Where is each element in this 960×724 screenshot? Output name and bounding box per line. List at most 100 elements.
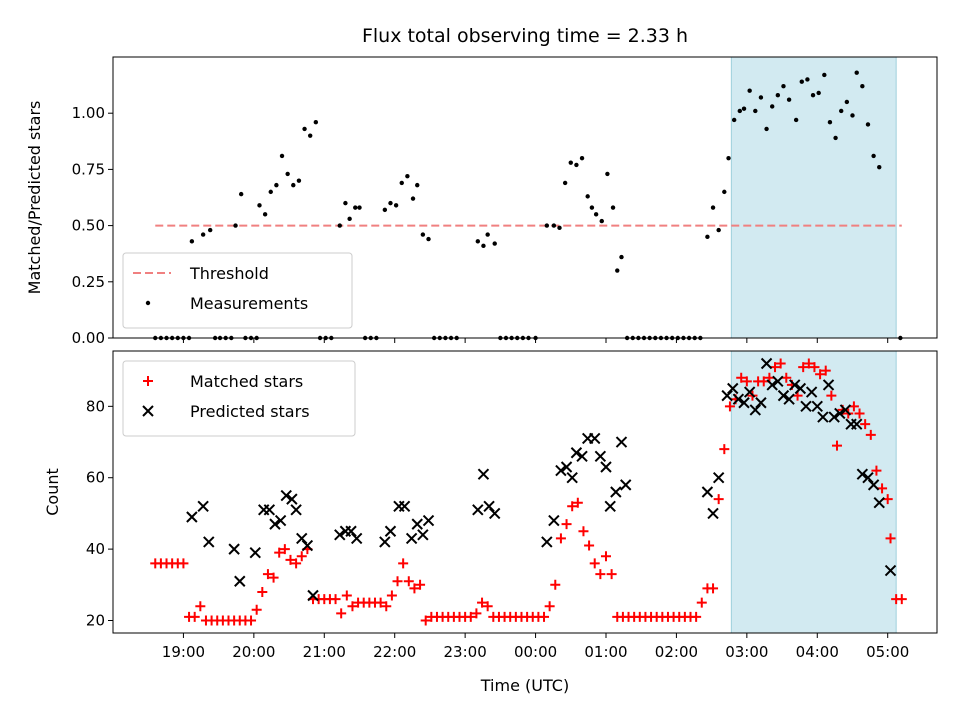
data-point: [557, 225, 562, 231]
data-point: [854, 408, 865, 419]
data-point: [606, 569, 617, 580]
data-point: [296, 178, 302, 183]
data-point: [251, 604, 262, 615]
data-point: [758, 376, 769, 387]
series-predicted-stars: [186, 357, 897, 602]
observing-window-shading: [730, 350, 897, 634]
data-point: [758, 95, 764, 100]
legend-marker: [145, 300, 151, 306]
x-tick-label: 01:00: [584, 643, 627, 661]
data-point: [471, 608, 482, 619]
data-point: [599, 218, 604, 224]
data-point: [420, 232, 426, 237]
data-point: [379, 536, 391, 548]
data-point: [403, 576, 414, 587]
data-point: [485, 232, 490, 237]
data-point: [357, 205, 362, 210]
y-axis-label: Matched/Predicted stars: [25, 101, 44, 295]
data-point: [705, 234, 710, 240]
data-point: [865, 429, 876, 440]
data-point: [417, 529, 429, 541]
data-point: [568, 160, 573, 165]
data-point: [775, 358, 786, 369]
data-point: [827, 119, 833, 125]
data-point: [567, 501, 578, 512]
data-point: [541, 536, 553, 548]
data-point: [285, 171, 290, 177]
data-point: [422, 514, 435, 527]
data-point: [386, 590, 397, 601]
data-point: [350, 532, 363, 545]
data-point: [749, 404, 762, 416]
series-measurements: [153, 70, 903, 341]
data-point: [736, 372, 747, 383]
data-point: [475, 239, 481, 244]
data-point: [724, 401, 735, 412]
data-point: [489, 507, 501, 520]
data-point: [867, 479, 880, 491]
data-point: [822, 72, 827, 78]
legend-label: Threshold: [189, 264, 269, 283]
data-point: [710, 205, 716, 210]
data-point: [793, 117, 799, 123]
data-point: [820, 365, 831, 376]
data-point: [800, 400, 812, 413]
data-point: [393, 203, 399, 208]
data-point: [817, 411, 829, 423]
observing-window-shading: [730, 56, 897, 339]
data-point: [584, 540, 595, 551]
data-point: [279, 544, 290, 555]
data-point: [269, 518, 281, 530]
axes-frame: [112, 56, 938, 339]
data-point: [839, 108, 844, 114]
data-point: [826, 390, 837, 401]
data-point: [794, 382, 807, 395]
data-point: [189, 611, 200, 622]
y-tick-label: 0.50: [72, 217, 105, 235]
data-point: [347, 216, 352, 222]
data-point: [572, 497, 583, 508]
data-point: [578, 526, 589, 537]
data-point: [805, 77, 810, 82]
data-point: [816, 90, 821, 96]
data-point: [726, 155, 731, 161]
legend-marker: [142, 405, 154, 417]
data-point: [238, 191, 244, 197]
data-point: [426, 236, 431, 242]
data-point: [234, 575, 246, 587]
y-tick-label: 0.00: [72, 329, 105, 347]
data-point: [544, 223, 550, 228]
data-point: [781, 84, 786, 89]
data-point: [727, 382, 739, 395]
y-tick-label: 40: [86, 540, 105, 558]
data-point: [415, 182, 420, 188]
data-point: [341, 590, 352, 601]
data-point: [811, 400, 823, 413]
data-point: [741, 376, 752, 387]
data-point: [600, 461, 612, 473]
x-tick-label: 23:00: [444, 643, 487, 661]
data-point: [381, 601, 392, 612]
data-point: [764, 126, 769, 132]
data-point: [803, 358, 814, 369]
data-point: [620, 479, 632, 491]
data-point: [877, 483, 888, 494]
data-point: [336, 608, 347, 619]
y-tick-label: 0.25: [72, 273, 105, 291]
data-point: [375, 597, 386, 608]
legend-box: [122, 252, 353, 329]
data-point: [871, 465, 882, 476]
data-point: [615, 268, 620, 273]
data-point: [301, 539, 314, 552]
data-point: [246, 615, 257, 626]
data-point: [619, 254, 624, 260]
data-point: [399, 180, 404, 186]
data-point: [860, 419, 871, 430]
data-point: [279, 153, 285, 159]
data-point: [851, 418, 863, 430]
data-point: [472, 504, 484, 516]
data-point: [604, 500, 616, 512]
data-point: [197, 500, 209, 512]
y-tick-label: 1.00: [72, 104, 105, 122]
